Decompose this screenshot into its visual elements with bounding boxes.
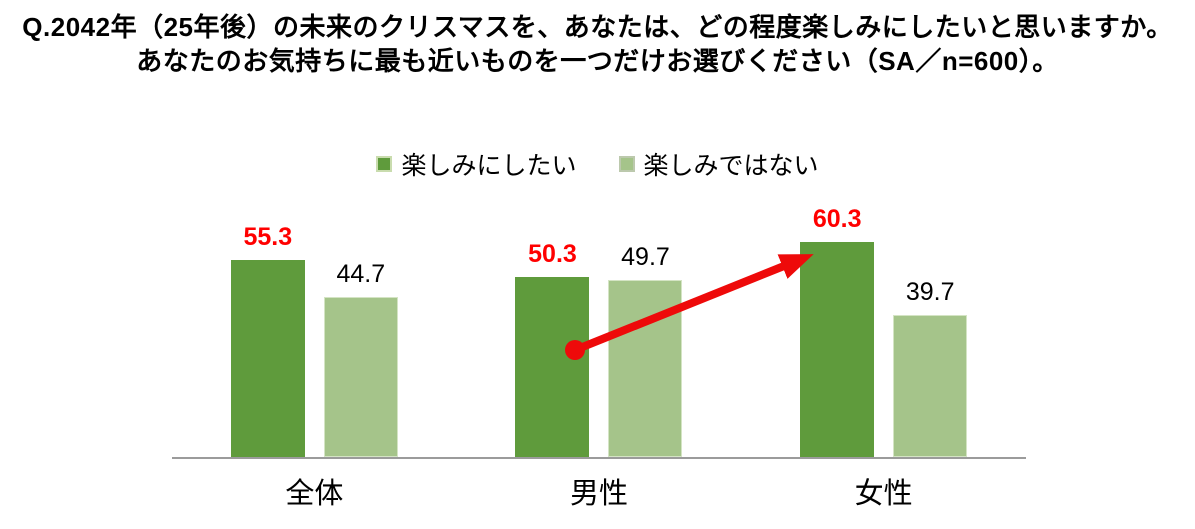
bar-value-label: 39.7 [905,278,955,307]
bar-wrap: 39.7 [893,278,968,457]
bar-value-label: 44.7 [336,260,386,289]
plot-area: 55.3 44.7 50.3 49.7 60.3 39.7 [172,200,1026,459]
legend-item-1: 楽しみではない [618,146,819,182]
bar-wrap: 44.7 [323,260,398,457]
bar-series1-cat0 [323,297,398,457]
legend-label: 楽しみにしたい [401,152,577,180]
bar-value-label: 50.3 [528,240,577,269]
chart-legend: 楽しみにしたい 楽しみではない [0,146,1195,182]
category-label-2: 女性 [854,478,913,510]
question-title: Q.2042年（25年後）の未来のクリスマスを、あなたは、どの程度楽しみにしたい… [0,10,1195,78]
bar-value-label: 49.7 [621,242,670,271]
bar-wrap: 55.3 [230,222,305,457]
bar-group-1: 50.3 49.7 [457,200,742,457]
question-title-line2: あなたのお気持ちに最も近いものを一つだけお選びください（SA／n=600）。 [136,46,1059,76]
bar-group-0: 55.3 44.7 [172,200,457,457]
bar-series1-cat2 [893,315,968,457]
category-label-0: 全体 [285,478,344,510]
bar-wrap: 50.3 [515,240,590,457]
bar-wrap: 49.7 [608,242,683,457]
legend-swatch-icon [376,156,393,172]
category-label-1: 男性 [570,478,629,510]
bar-wrap: 60.3 [800,204,875,457]
bar-value-label: 55.3 [243,222,293,251]
legend-swatch-icon [618,156,635,172]
bar-series1-cat1 [608,279,683,457]
bar-series0-cat1 [515,277,590,457]
bar-series0-cat0 [230,259,305,457]
bar-series0-cat2 [800,241,875,457]
question-title-line1: Q.2042年（25年後）の未来のクリスマスを、あなたは、どの程度楽しみにしたい… [22,12,1173,42]
legend-label: 楽しみではない [643,152,819,180]
category-labels: 全体 男性 女性 [172,470,1026,512]
bar-value-label: 60.3 [812,204,862,233]
bar-group-2: 60.3 39.7 [741,200,1026,457]
legend-item-0: 楽しみにしたい [376,146,577,182]
